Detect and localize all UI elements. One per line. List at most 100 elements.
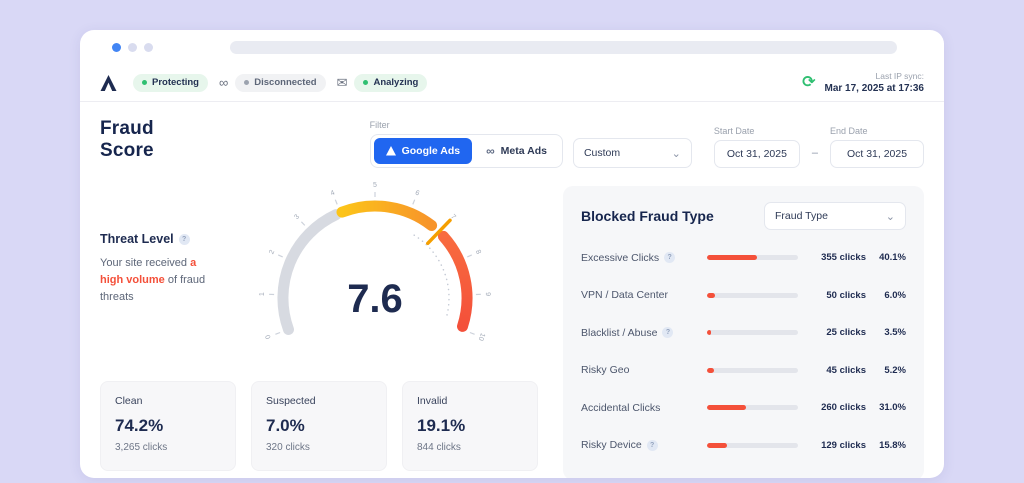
- fraud-row-label: Excessive Clicks ?: [581, 252, 697, 264]
- tab-google-ads[interactable]: Google Ads: [373, 138, 473, 164]
- sync-timestamp: Mar 17, 2025 at 17:36: [824, 83, 924, 94]
- stat-clicks: 320 clicks: [266, 442, 310, 453]
- status-label: Protecting: [152, 77, 199, 88]
- fraud-row-label: Risky Geo: [581, 364, 630, 377]
- date-separator: –: [811, 147, 818, 159]
- svg-text:6: 6: [414, 190, 420, 198]
- score-panel-top: Threat Level ? Your site received a high…: [100, 182, 538, 353]
- fraud-row-label: Risky Device ?: [581, 439, 697, 451]
- chevron-down-icon: ⌄: [885, 210, 895, 223]
- progress-track: [707, 292, 798, 298]
- filter-group: Filter Google Ads ∞ Meta Ads: [369, 120, 563, 168]
- svg-text:4: 4: [330, 189, 336, 197]
- filter-label: Filter: [369, 120, 390, 130]
- fraud-row-label: Accidental Clicks: [581, 401, 661, 414]
- status-badge-protecting: Protecting: [133, 73, 208, 92]
- end-date-input[interactable]: [830, 140, 924, 168]
- fraud-row-clicks: 50 clicks: [826, 289, 866, 301]
- date-range-value: Custom: [583, 147, 621, 159]
- browser-window: Protecting ∞ Disconnected ✉ Analyzing ⟳ …: [80, 30, 944, 478]
- blocked-fraud-header: Blocked Fraud Type Fraud Type ⌄: [581, 202, 906, 230]
- tab-meta-ads[interactable]: ∞ Meta Ads: [474, 138, 559, 164]
- gauge-arc-medium: [336, 200, 438, 231]
- stat-value: 7.0%: [266, 416, 305, 435]
- fraud-row-label: Blacklist / Abuse ?: [581, 327, 697, 339]
- gauge-dotted-arc: [413, 234, 450, 317]
- progress-track: [707, 405, 798, 411]
- stat-label: Clean: [115, 395, 143, 407]
- app-header: Protecting ∞ Disconnected ✉ Analyzing ⟳ …: [80, 64, 944, 102]
- gauge-arc-low: [277, 209, 342, 335]
- progress-fill: [707, 292, 715, 298]
- toolbar: Fraud Score Filter Google Ads ∞ Meta Ads…: [100, 118, 924, 168]
- threat-level-title: Threat Level: [100, 232, 174, 246]
- fraud-row-clicks: 25 clicks: [826, 327, 866, 339]
- progress-fill: [707, 405, 746, 411]
- start-date-label: Start Date: [713, 126, 755, 136]
- mail-icon: ✉: [336, 74, 348, 90]
- progress-fill: [707, 330, 712, 336]
- meta-infinity-icon: ∞: [218, 75, 229, 90]
- fraud-row-percent: 6.0%: [884, 289, 906, 301]
- start-date-input[interactable]: [713, 140, 800, 168]
- browser-dot[interactable]: [128, 42, 137, 52]
- svg-text:8: 8: [474, 249, 482, 256]
- address-bar[interactable]: [230, 41, 897, 54]
- fraud-row-percent: 3.5%: [884, 327, 906, 339]
- tab-label: Meta Ads: [500, 145, 547, 157]
- progress-fill: [707, 442, 727, 448]
- date-range-select[interactable]: Custom ⌄: [572, 138, 692, 168]
- main-area: Threat Level ? Your site received a high…: [100, 182, 924, 478]
- threat-level-block: Threat Level ? Your site received a high…: [100, 232, 222, 353]
- svg-text:3: 3: [293, 213, 301, 221]
- progress-track: [707, 330, 798, 336]
- stat-value: 74.2%: [115, 416, 164, 435]
- fraud-row-clicks: 355 clicks: [821, 252, 866, 264]
- info-icon[interactable]: ?: [664, 252, 676, 264]
- info-icon[interactable]: ?: [662, 327, 674, 339]
- progress-track: [707, 255, 798, 261]
- svg-text:7: 7: [449, 213, 457, 221]
- fraud-row-percent: 15.8%: [879, 439, 906, 451]
- stat-card-invalid: Invalid 19.1% 844 clicks: [402, 381, 538, 471]
- fraud-row-percent: 5.2%: [884, 364, 906, 376]
- app-logo-icon: [100, 74, 117, 91]
- svg-text:10: 10: [477, 332, 486, 342]
- chevron-down-icon: ⌄: [671, 147, 681, 160]
- fraud-row-percent: 40.1%: [879, 252, 906, 264]
- threat-highlight: a high volume: [100, 257, 197, 287]
- start-date-group: Start Date: [713, 126, 800, 168]
- sync-text: Last IP sync: Mar 17, 2025 at 17:36: [824, 71, 924, 94]
- stat-value: 19.1%: [417, 416, 466, 435]
- progress-fill: [707, 255, 758, 261]
- browser-dot[interactable]: [144, 42, 153, 52]
- sync-label: Last IP sync:: [875, 71, 924, 81]
- blocked-fraud-panel: Blocked Fraud Type Fraud Type ⌄ Excessiv…: [563, 186, 924, 478]
- stat-clicks: 3,265 clicks: [115, 442, 168, 453]
- sync-refresh-icon[interactable]: ⟳: [802, 73, 816, 91]
- svg-text:2: 2: [268, 249, 276, 256]
- fraud-row-excessive-clicks: Excessive Clicks ? 355 clicks 40.1%: [581, 239, 906, 277]
- status-dot-gray: [244, 80, 250, 85]
- page-content: Fraud Score Filter Google Ads ∞ Meta Ads…: [80, 118, 944, 478]
- fraud-row-label: VPN / Data Center: [581, 289, 668, 302]
- stat-card-suspected: Suspected 7.0% 320 clicks: [251, 381, 387, 471]
- page-title: Fraud Score: [100, 118, 154, 161]
- info-icon[interactable]: ?: [178, 233, 190, 245]
- gauge-needle: [426, 218, 452, 246]
- svg-text:5: 5: [373, 182, 377, 189]
- end-date-label: End Date: [830, 126, 868, 136]
- meta-infinity-icon: ∞: [486, 144, 495, 158]
- tab-label: Google Ads: [401, 145, 461, 157]
- fraud-row-clicks: 45 clicks: [826, 364, 866, 376]
- browser-dot-active[interactable]: [112, 42, 121, 52]
- fraud-row-percent: 31.0%: [879, 402, 906, 414]
- fraud-row-risky-device: Risky Device ? 129 clicks 15.8%: [581, 427, 906, 465]
- gauge-arc-high: [437, 230, 473, 332]
- browser-chrome: [80, 30, 944, 64]
- threat-line-1: Your site received: [100, 257, 188, 269]
- fraud-type-dropdown[interactable]: Fraud Type ⌄: [764, 202, 906, 230]
- info-icon[interactable]: ?: [646, 439, 658, 451]
- threat-description: Your site received a high volume of frau…: [100, 255, 222, 306]
- ad-platform-toggle: Google Ads ∞ Meta Ads: [369, 134, 563, 168]
